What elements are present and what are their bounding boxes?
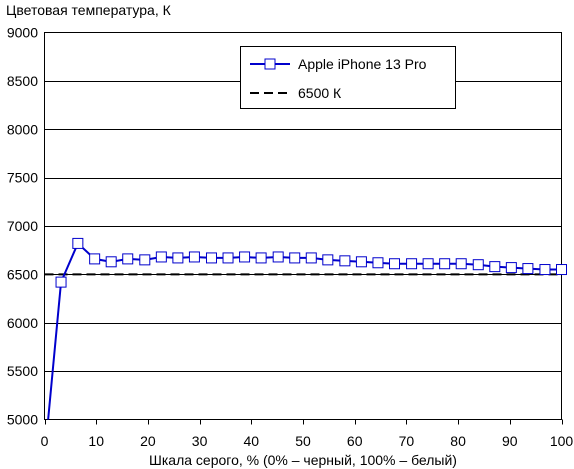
x-tick-label-80: 80 bbox=[450, 433, 466, 449]
data-point-23 bbox=[422, 258, 434, 270]
x-axis-ticks: 0 10 20 30 40 50 60 70 80 90 100 bbox=[41, 419, 574, 449]
legend-label-6500k: 6500 К bbox=[298, 85, 342, 101]
x-tick-label-30: 30 bbox=[192, 433, 208, 449]
y-tick-label-9000: 9000 bbox=[7, 25, 38, 41]
y-tick-label-8500: 8500 bbox=[7, 73, 38, 89]
data-point-19 bbox=[355, 256, 367, 268]
y-tick-label-6500: 6500 bbox=[7, 266, 38, 282]
legend-label-iphone: Apple iPhone 13 Pro bbox=[298, 56, 427, 72]
x-tick-label-70: 70 bbox=[399, 433, 415, 449]
x-tick-label-20: 20 bbox=[140, 433, 156, 449]
legend-box bbox=[240, 46, 456, 109]
data-point-24 bbox=[439, 258, 451, 270]
y-tick-label-5000: 5000 bbox=[7, 412, 38, 428]
data-point-14 bbox=[272, 251, 284, 263]
data-point-6 bbox=[139, 254, 151, 266]
data-point-5 bbox=[122, 253, 134, 265]
y-tick-label-6000: 6000 bbox=[7, 315, 38, 331]
x-tick-label-0: 0 bbox=[41, 433, 49, 449]
data-point-7 bbox=[155, 251, 167, 263]
data-point-3 bbox=[89, 253, 101, 265]
x-tick-label-60: 60 bbox=[347, 433, 363, 449]
legend-marker-iphone bbox=[264, 58, 276, 70]
data-point-4 bbox=[105, 256, 117, 268]
data-point-29 bbox=[522, 263, 534, 275]
x-tick-label-100: 100 bbox=[550, 433, 574, 449]
y-tick-label-7000: 7000 bbox=[7, 218, 38, 234]
data-series bbox=[47, 237, 567, 420]
data-point-1 bbox=[55, 276, 67, 288]
data-point-9 bbox=[188, 251, 200, 263]
y-tick-label-8000: 8000 bbox=[7, 121, 38, 137]
data-point-16 bbox=[305, 252, 317, 264]
data-point-31 bbox=[556, 264, 567, 276]
data-point-8 bbox=[172, 252, 184, 264]
x-axis-title: Шкала серого, % (0% – черный, 100% – бел… bbox=[149, 452, 457, 468]
data-point-30 bbox=[539, 264, 551, 276]
series-line-iphone bbox=[47, 241, 562, 420]
data-point-15 bbox=[289, 252, 301, 264]
y-tick-label-7500: 7500 bbox=[7, 170, 38, 186]
data-point-20 bbox=[372, 257, 384, 269]
data-point-13 bbox=[255, 252, 267, 264]
y-axis-ticks: 5000 5500 6000 6500 7000 7500 8000 8500 9000 bbox=[7, 25, 38, 428]
data-point-21 bbox=[389, 258, 401, 270]
data-point-10 bbox=[205, 252, 217, 264]
data-point-27 bbox=[489, 261, 501, 273]
plot-frame bbox=[44, 32, 562, 420]
x-tick-label-90: 90 bbox=[502, 433, 518, 449]
grid-lines bbox=[44, 81, 562, 372]
data-point-26 bbox=[472, 259, 484, 271]
data-point-12 bbox=[239, 251, 251, 263]
data-point-11 bbox=[222, 252, 234, 264]
data-point-18 bbox=[339, 255, 351, 267]
data-point-25 bbox=[455, 258, 467, 270]
legend: Apple iPhone 13 Pro 6500 К bbox=[240, 46, 456, 109]
data-point-22 bbox=[406, 258, 418, 270]
x-tick-label-40: 40 bbox=[244, 433, 260, 449]
data-point-28 bbox=[505, 262, 517, 274]
x-tick-label-50: 50 bbox=[295, 433, 311, 449]
x-tick-label-10: 10 bbox=[88, 433, 104, 449]
y-tick-label-5500: 5500 bbox=[7, 363, 38, 379]
data-point-2 bbox=[72, 237, 84, 249]
data-point-17 bbox=[322, 254, 334, 266]
chart-title: Цветовая температура, К bbox=[6, 2, 172, 18]
